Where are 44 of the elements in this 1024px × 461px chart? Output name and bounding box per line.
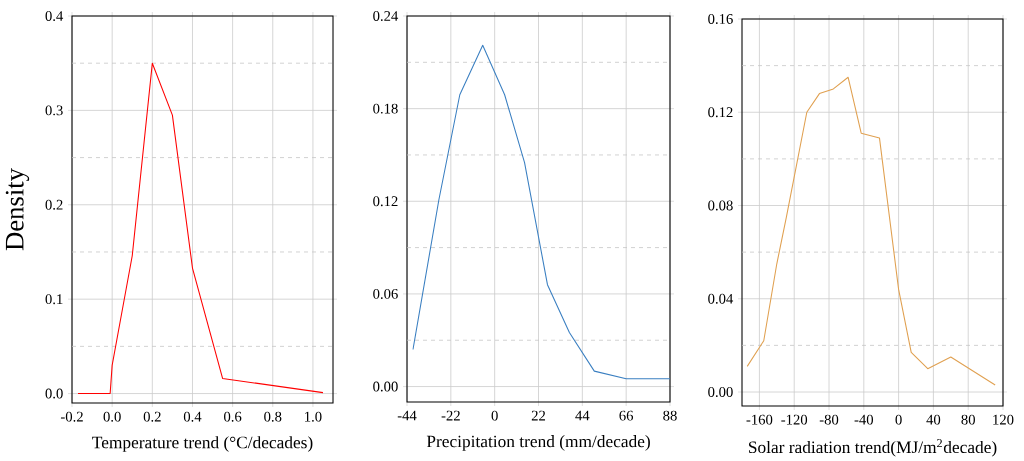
y-tick-label: 0.16 bbox=[708, 14, 733, 24]
y-axis-title: Density bbox=[5, 168, 30, 251]
y-tick-label: 0.06 bbox=[373, 288, 398, 299]
x-tick-label: 0.0 bbox=[103, 411, 121, 422]
y-tick-label: 0.04 bbox=[708, 293, 734, 304]
x-tick-label: -120 bbox=[781, 414, 808, 425]
y-tick-label: 0.00 bbox=[373, 381, 398, 392]
y-tick-label: 0.12 bbox=[373, 196, 398, 207]
x-tick-label: -0.2 bbox=[60, 411, 83, 422]
x-axis-title: Temperature trend (°C/decades) bbox=[92, 436, 313, 452]
x-tick-label: 120 bbox=[993, 414, 1014, 425]
x-tick-label: 88 bbox=[663, 410, 677, 421]
x-tick-label: 22 bbox=[531, 410, 546, 421]
x-tick-label: -40 bbox=[854, 414, 874, 425]
x-tick-label: 40 bbox=[926, 414, 941, 425]
x-tick-label: 44 bbox=[575, 410, 590, 421]
line-series bbox=[412, 44, 670, 380]
x-tick-label: -22 bbox=[441, 410, 460, 421]
y-tick-label: 0.00 bbox=[708, 387, 733, 397]
line-series bbox=[746, 76, 996, 386]
line-series bbox=[77, 62, 324, 395]
x-tick-label: 0.4 bbox=[183, 411, 202, 422]
y-tick-label: 0.18 bbox=[373, 103, 398, 114]
y-tick-label: 0.12 bbox=[708, 107, 733, 118]
x-tick-label: 66 bbox=[619, 410, 634, 421]
x-tick-label: 0 bbox=[491, 410, 498, 421]
x-tick-label: 80 bbox=[961, 414, 975, 425]
y-tick-label: 0.3 bbox=[45, 105, 63, 116]
x-axis-title: Precipitation trend (mm/decade) bbox=[426, 435, 650, 451]
y-tick-label: 0.2 bbox=[45, 199, 63, 210]
x-axis-title: Solar radiation trend(MJ/m$^{2}$decade) bbox=[749, 439, 997, 457]
x-tick-label: -44 bbox=[397, 410, 417, 421]
x-tick-label: -80 bbox=[819, 414, 839, 425]
y-tick-label: 0.4 bbox=[45, 11, 64, 21]
y-tick-label: 0.24 bbox=[373, 10, 399, 21]
x-tick-label: 0.8 bbox=[264, 411, 282, 422]
x-tick-label: 0 bbox=[895, 414, 902, 425]
y-tick-label: 0.0 bbox=[45, 388, 63, 399]
y-tick-label: 0.08 bbox=[708, 200, 733, 211]
x-tick-label: 1.0 bbox=[305, 411, 322, 422]
x-tick-label: 0.2 bbox=[143, 411, 161, 422]
x-tick-label: -160 bbox=[746, 414, 773, 425]
y-tick-label: 0.1 bbox=[45, 294, 63, 305]
x-tick-label: 0.6 bbox=[224, 411, 242, 422]
